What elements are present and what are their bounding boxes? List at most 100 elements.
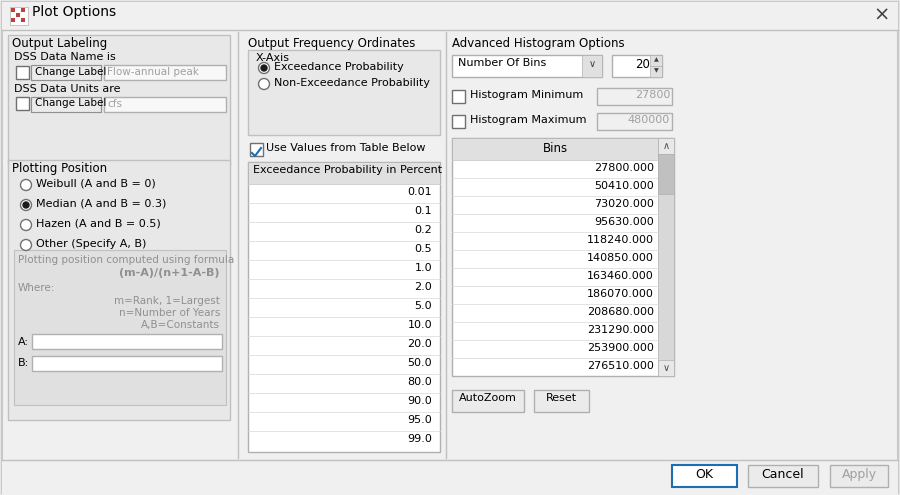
Circle shape <box>21 199 32 210</box>
Text: 231290.000: 231290.000 <box>587 325 654 335</box>
Text: 95630.000: 95630.000 <box>594 217 654 227</box>
Text: 90.0: 90.0 <box>407 396 432 406</box>
Bar <box>16 66 29 79</box>
Text: 10.0: 10.0 <box>408 320 432 330</box>
Bar <box>31 65 101 80</box>
Text: 20.0: 20.0 <box>407 339 432 349</box>
Text: 50.0: 50.0 <box>408 358 432 368</box>
Text: 186070.000: 186070.000 <box>587 289 654 299</box>
Text: Output Frequency Ordinates: Output Frequency Ordinates <box>248 37 416 50</box>
Text: 20: 20 <box>635 58 650 71</box>
Bar <box>31 97 101 112</box>
Text: Histogram Minimum: Histogram Minimum <box>470 90 583 100</box>
Text: B:: B: <box>18 358 29 368</box>
Circle shape <box>23 202 29 208</box>
Bar <box>32 334 222 349</box>
Text: DSS Data Name is: DSS Data Name is <box>14 52 116 62</box>
Text: Plotting Position: Plotting Position <box>12 162 107 175</box>
Text: A:: A: <box>18 337 29 347</box>
Text: 2.0: 2.0 <box>414 282 432 292</box>
Bar <box>248 50 440 135</box>
Bar <box>2 460 898 495</box>
Bar <box>16 8 20 12</box>
Text: Change Label: Change Label <box>35 98 106 108</box>
Bar <box>452 138 674 376</box>
Text: Bins: Bins <box>543 142 568 155</box>
Bar <box>250 143 263 156</box>
Bar <box>31 65 101 80</box>
Text: Hazen (A and B = 0.5): Hazen (A and B = 0.5) <box>36 219 161 229</box>
Text: 0.1: 0.1 <box>414 206 432 216</box>
Bar <box>748 465 818 487</box>
Text: ▲: ▲ <box>653 57 659 62</box>
Text: cfs: cfs <box>107 99 122 109</box>
Text: AutoZoom: AutoZoom <box>459 393 517 403</box>
Text: 80.0: 80.0 <box>407 377 432 387</box>
Text: 27800.000: 27800.000 <box>594 163 654 173</box>
Text: Output Labeling: Output Labeling <box>12 37 107 50</box>
Bar <box>32 356 222 371</box>
Bar <box>452 115 465 128</box>
Text: Other (Specify A, B): Other (Specify A, B) <box>36 239 147 249</box>
Text: Number Of Bins: Number Of Bins <box>458 58 546 68</box>
Text: 5.0: 5.0 <box>414 301 432 311</box>
Circle shape <box>258 62 269 73</box>
Text: 163460.000: 163460.000 <box>587 271 654 281</box>
Circle shape <box>21 180 32 191</box>
Text: 208680.000: 208680.000 <box>587 307 654 317</box>
Text: 73020.000: 73020.000 <box>594 199 654 209</box>
Text: n=Number of Years: n=Number of Years <box>119 308 220 318</box>
Text: Use Values from Table Below: Use Values from Table Below <box>266 143 426 153</box>
Text: 0.2: 0.2 <box>414 225 432 235</box>
Bar <box>31 97 101 112</box>
Bar <box>11 8 15 12</box>
Text: ×: × <box>874 6 890 25</box>
Bar <box>8 160 230 420</box>
Text: 99.0: 99.0 <box>407 434 432 444</box>
Bar <box>658 138 674 154</box>
Text: ∧: ∧ <box>662 141 670 151</box>
Bar <box>658 138 674 376</box>
Bar <box>104 65 226 80</box>
Bar <box>452 138 658 160</box>
Bar <box>16 18 20 22</box>
Bar <box>650 55 662 66</box>
Bar <box>104 97 226 112</box>
Bar <box>658 360 674 376</box>
Circle shape <box>21 240 32 250</box>
Bar <box>597 88 672 105</box>
Bar <box>21 18 25 22</box>
Bar <box>248 162 440 184</box>
Bar <box>658 154 674 194</box>
Text: 480000: 480000 <box>628 115 670 125</box>
Text: Plotting position computed using formula: Plotting position computed using formula <box>18 255 234 265</box>
Text: 50410.000: 50410.000 <box>594 181 654 191</box>
Bar <box>16 13 20 17</box>
Text: Median (A and B = 0.3): Median (A and B = 0.3) <box>36 199 166 209</box>
Bar <box>10 7 28 25</box>
Text: 0.01: 0.01 <box>408 187 432 197</box>
Bar <box>452 390 524 412</box>
Bar <box>830 465 888 487</box>
Circle shape <box>261 65 267 71</box>
Text: ∨: ∨ <box>589 59 596 69</box>
Text: 1.0: 1.0 <box>414 263 432 273</box>
Text: 276510.000: 276510.000 <box>587 361 654 371</box>
Bar <box>11 13 15 17</box>
Circle shape <box>21 219 32 231</box>
Text: 27800: 27800 <box>634 90 670 100</box>
Text: ▼: ▼ <box>653 68 659 73</box>
Bar <box>452 55 602 77</box>
Text: DSS Data Units are: DSS Data Units are <box>14 84 121 94</box>
Bar <box>612 55 662 77</box>
Text: OK: OK <box>695 468 713 481</box>
Text: Flow-annual peak: Flow-annual peak <box>107 67 199 77</box>
Bar <box>21 8 25 12</box>
Bar <box>597 113 672 130</box>
Text: Plot Options: Plot Options <box>32 5 116 19</box>
Text: A,B=Constants: A,B=Constants <box>141 320 220 330</box>
Bar <box>452 90 465 103</box>
Text: 118240.000: 118240.000 <box>587 235 654 245</box>
Bar <box>650 66 662 77</box>
Text: 95.0: 95.0 <box>407 415 432 425</box>
